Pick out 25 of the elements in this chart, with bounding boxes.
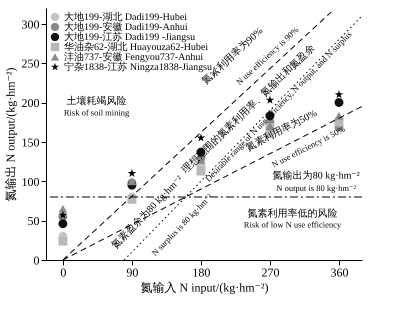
annotation: 氮输出为80 kg·hm⁻²: [272, 170, 360, 182]
legend-label: 沣油737-安徽 Fengyou737-Anhui: [64, 51, 204, 63]
y-tick-label: 300: [22, 17, 40, 32]
y-axis-title: 氮输出 N output/(kg·hm⁻²): [4, 68, 18, 202]
annotation: 土壤耗竭风险: [66, 95, 127, 108]
y-tick-label: 50: [28, 214, 40, 228]
y-tick-label: 150: [22, 135, 40, 150]
legend-label: 大地199-江苏 Dadi199 -Jiangsu: [64, 31, 196, 43]
annotation: Risk of soil mining: [64, 108, 130, 118]
legend-label: 大地199-湖北 Dadi199-Hubei: [64, 11, 188, 23]
legend-label: 大地199-安徽 Dadi199-Anhui: [64, 21, 188, 33]
annotation: N output is 80 kg·hm⁻²: [276, 183, 357, 194]
x-axis-title: 氮输入 N input/(kg·hm⁻²): [140, 280, 268, 294]
x-tick-label: 90: [126, 266, 138, 280]
x-tick-label: 180: [192, 266, 210, 280]
x-tick-label: 0: [60, 266, 66, 280]
legend-label: 华油杂62-湖北 Huayouza62-Hubei: [64, 41, 208, 53]
x-tick-label: 360: [330, 266, 348, 280]
y-tick-label: 100: [22, 174, 40, 189]
y-tick-label: 200: [22, 96, 40, 110]
y-tick-label: 0: [34, 254, 40, 268]
y-tick-label: 250: [22, 56, 40, 71]
x-tick-label: 270: [261, 266, 280, 280]
annotation: Risk of low N use efficiency: [244, 220, 342, 230]
annotation: 氮素利用率低的风险: [247, 207, 338, 220]
